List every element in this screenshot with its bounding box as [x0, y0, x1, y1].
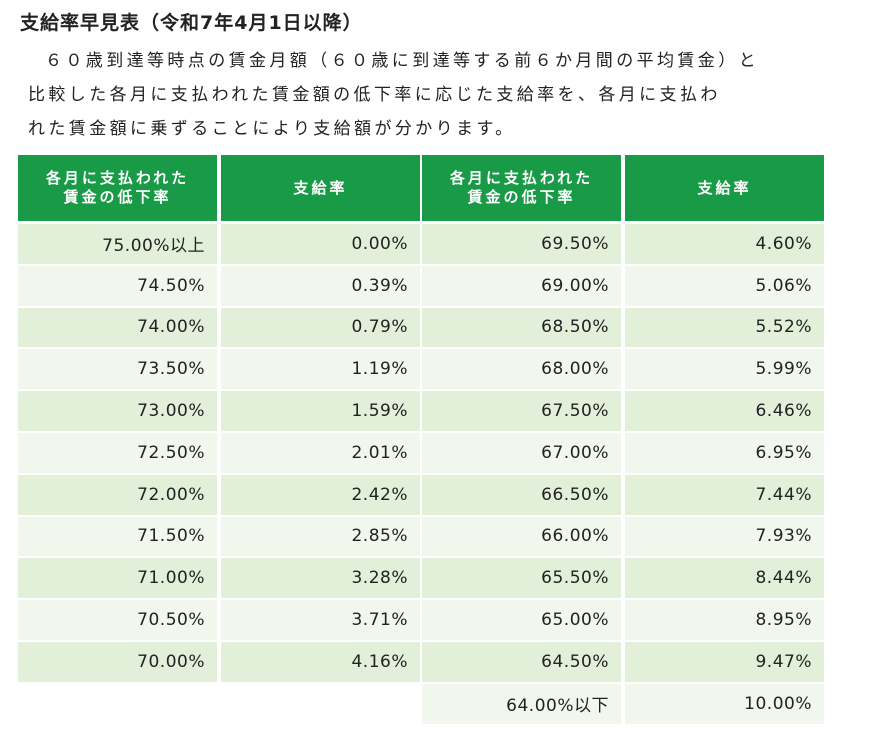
table-cell: 64.00%以下 [422, 683, 621, 724]
header-text: 各月に支払われた [449, 169, 594, 187]
table-cell: 0.39% [221, 265, 420, 306]
table-cell: 2.42% [221, 474, 420, 515]
table-cell: 74.00% [18, 307, 217, 348]
paragraph-line: 比較した各月に支払われた賃金額の低下率に応じた支給率を、各月に支払わ [28, 85, 721, 105]
paragraph: ６０歳到達等時点の賃金月額（６０歳に到達等する前６か月間の平均賃金）と比較した各… [28, 44, 759, 146]
paragraph-line: れた賃金額に乗ずることにより支給額が分かります。 [28, 119, 516, 139]
header-text: 支給率 [293, 178, 348, 197]
table-cell: 7.93% [625, 516, 824, 557]
header-text: 支給率 [697, 178, 752, 197]
header-cell: 支給率 [625, 155, 824, 221]
table-cell: 1.19% [221, 349, 420, 390]
table-cell: 68.00% [422, 349, 621, 390]
table-cell: 7.44% [625, 474, 824, 515]
table-cell: 2.01% [221, 433, 420, 473]
title: 支給率早見表（令和7年4月1日以降） [20, 12, 363, 34]
table-cell: 73.00% [18, 391, 217, 431]
table-cell: 67.00% [422, 433, 621, 473]
table-cell: 10.00% [625, 683, 824, 724]
table-cell: 2.85% [221, 516, 420, 557]
table-cell: 65.00% [422, 600, 621, 640]
table-cell: 75.00%以上 [18, 224, 217, 264]
table-cell: 0.79% [221, 307, 420, 348]
table-cell: 6.46% [625, 391, 824, 431]
table-cell: 66.50% [422, 474, 621, 515]
table-cell: 4.16% [221, 642, 420, 682]
table-cell: 71.00% [18, 558, 217, 599]
table-cell: 69.50% [422, 224, 621, 264]
table-cell: 64.50% [422, 642, 621, 682]
table-cell: 1.59% [221, 391, 420, 431]
table-cell: 74.50% [18, 265, 217, 306]
table-cell: 0.00% [221, 224, 420, 264]
table-cell: 66.00% [422, 516, 621, 557]
header-cell: 各月に支払われた 賃金の低下率 [422, 155, 621, 221]
table-cell: 73.50% [18, 349, 217, 390]
table-cell: 72.00% [18, 474, 217, 515]
table-cell: 70.00% [18, 642, 217, 682]
paragraph-line: ６０歳到達等時点の賃金月額（６０歳に到達等する前６か月間の平均賃金）と [45, 51, 759, 71]
table-cell: 70.50% [18, 600, 217, 640]
table-cell: 69.00% [422, 265, 621, 306]
table-cell: 71.50% [18, 516, 217, 557]
header-text: 賃金の低下率 [467, 188, 576, 206]
table-cell: 3.71% [221, 600, 420, 640]
table-cell: 5.52% [625, 307, 824, 348]
table-cell: 3.28% [221, 558, 420, 599]
header-text: 各月に支払われた [45, 169, 190, 187]
table-cell: 65.50% [422, 558, 621, 599]
table-cell: 68.50% [422, 307, 621, 348]
header-text: 賃金の低下率 [63, 188, 172, 206]
table-cell: 5.99% [625, 349, 824, 390]
table-cell: 5.06% [625, 265, 824, 306]
table-cell: 6.95% [625, 433, 824, 473]
table-cell: 67.50% [422, 391, 621, 431]
table-cell: 4.60% [625, 224, 824, 264]
header-cell: 各月に支払われた 賃金の低下率 [18, 155, 217, 221]
table-cell: 8.95% [625, 600, 824, 640]
header-cell: 支給率 [221, 155, 420, 221]
table-cell: 8.44% [625, 558, 824, 599]
table-cell: 72.50% [18, 433, 217, 473]
table-cell: 9.47% [625, 642, 824, 682]
